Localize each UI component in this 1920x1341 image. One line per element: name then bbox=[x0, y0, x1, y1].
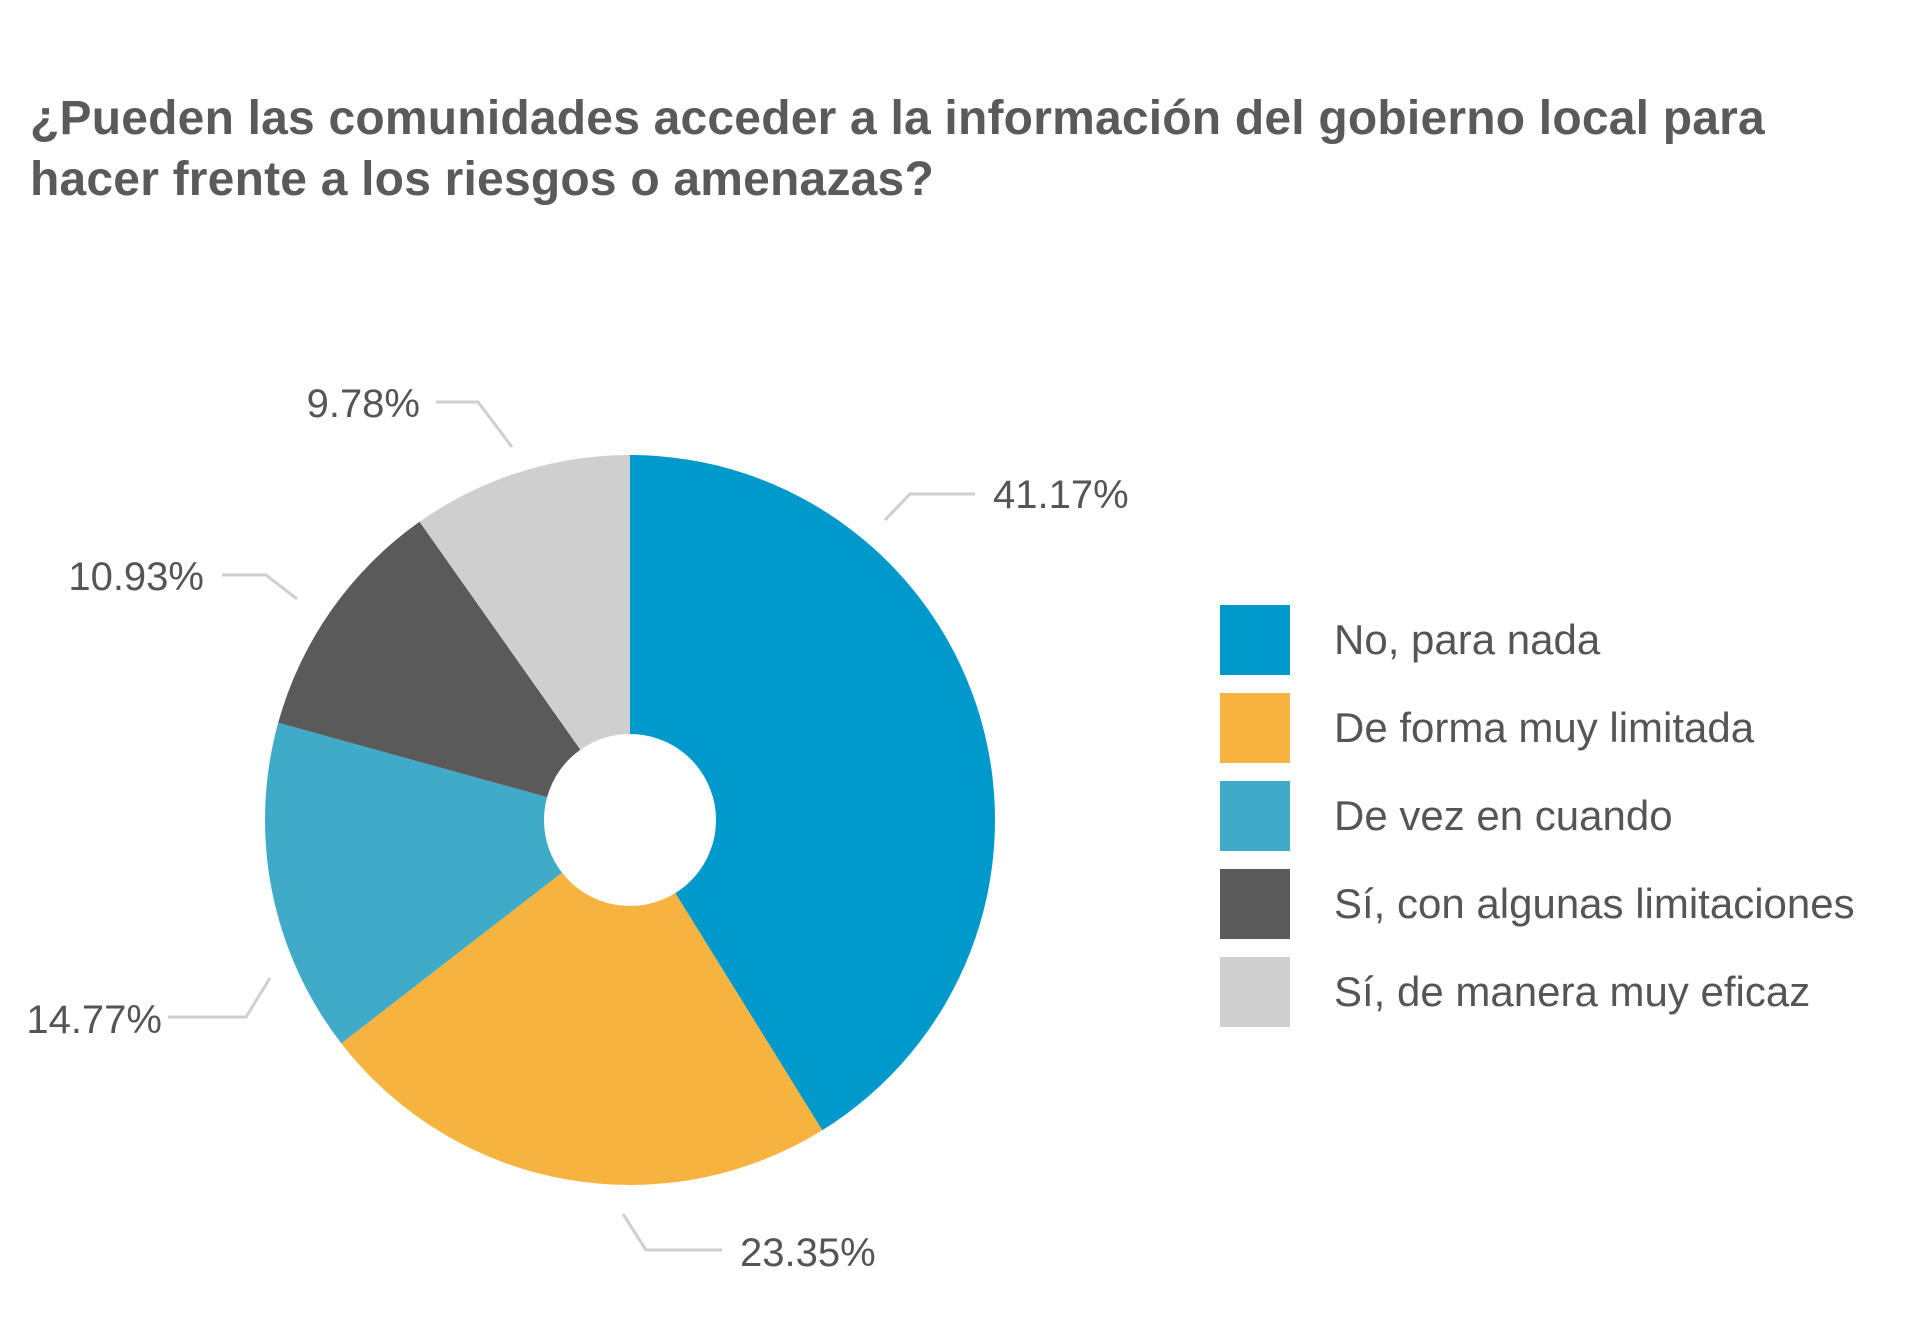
leader-line-1 bbox=[883, 492, 975, 522]
legend-swatch bbox=[1220, 781, 1290, 851]
leader-line-3 bbox=[168, 977, 272, 1019]
legend-label: De forma muy limitada bbox=[1334, 704, 1755, 751]
legend-swatch bbox=[1220, 869, 1290, 939]
pie-slice-3 bbox=[264, 722, 562, 1044]
chart-title: ¿Pueden las comunidades acceder a la inf… bbox=[30, 92, 1765, 206]
data-label-1: 41.17% bbox=[993, 473, 1129, 517]
legend-swatch bbox=[1220, 693, 1290, 763]
legend-label: Sí, de manera muy eficaz bbox=[1334, 968, 1811, 1015]
data-label-4: 10.93% bbox=[68, 555, 204, 599]
legend-label: De vez en cuando bbox=[1334, 792, 1673, 839]
legend-label: No, para nada bbox=[1334, 616, 1601, 663]
data-label-3: 14.77% bbox=[26, 998, 162, 1042]
leader-line-5 bbox=[436, 400, 514, 448]
data-label-5: 9.78% bbox=[307, 382, 420, 426]
legend-swatch bbox=[1220, 605, 1290, 675]
pie-slice-5 bbox=[419, 455, 630, 750]
pie-slice-1 bbox=[630, 455, 996, 1131]
legend-label: Sí, con algunas limitaciones bbox=[1334, 880, 1855, 927]
leader-line-2 bbox=[621, 1213, 722, 1252]
legend-swatch bbox=[1220, 957, 1290, 1027]
data-label-2: 23.35% bbox=[740, 1231, 876, 1275]
pie-slice-4 bbox=[278, 521, 581, 798]
leader-line-4 bbox=[222, 573, 298, 601]
pie-slice-2 bbox=[341, 872, 823, 1186]
